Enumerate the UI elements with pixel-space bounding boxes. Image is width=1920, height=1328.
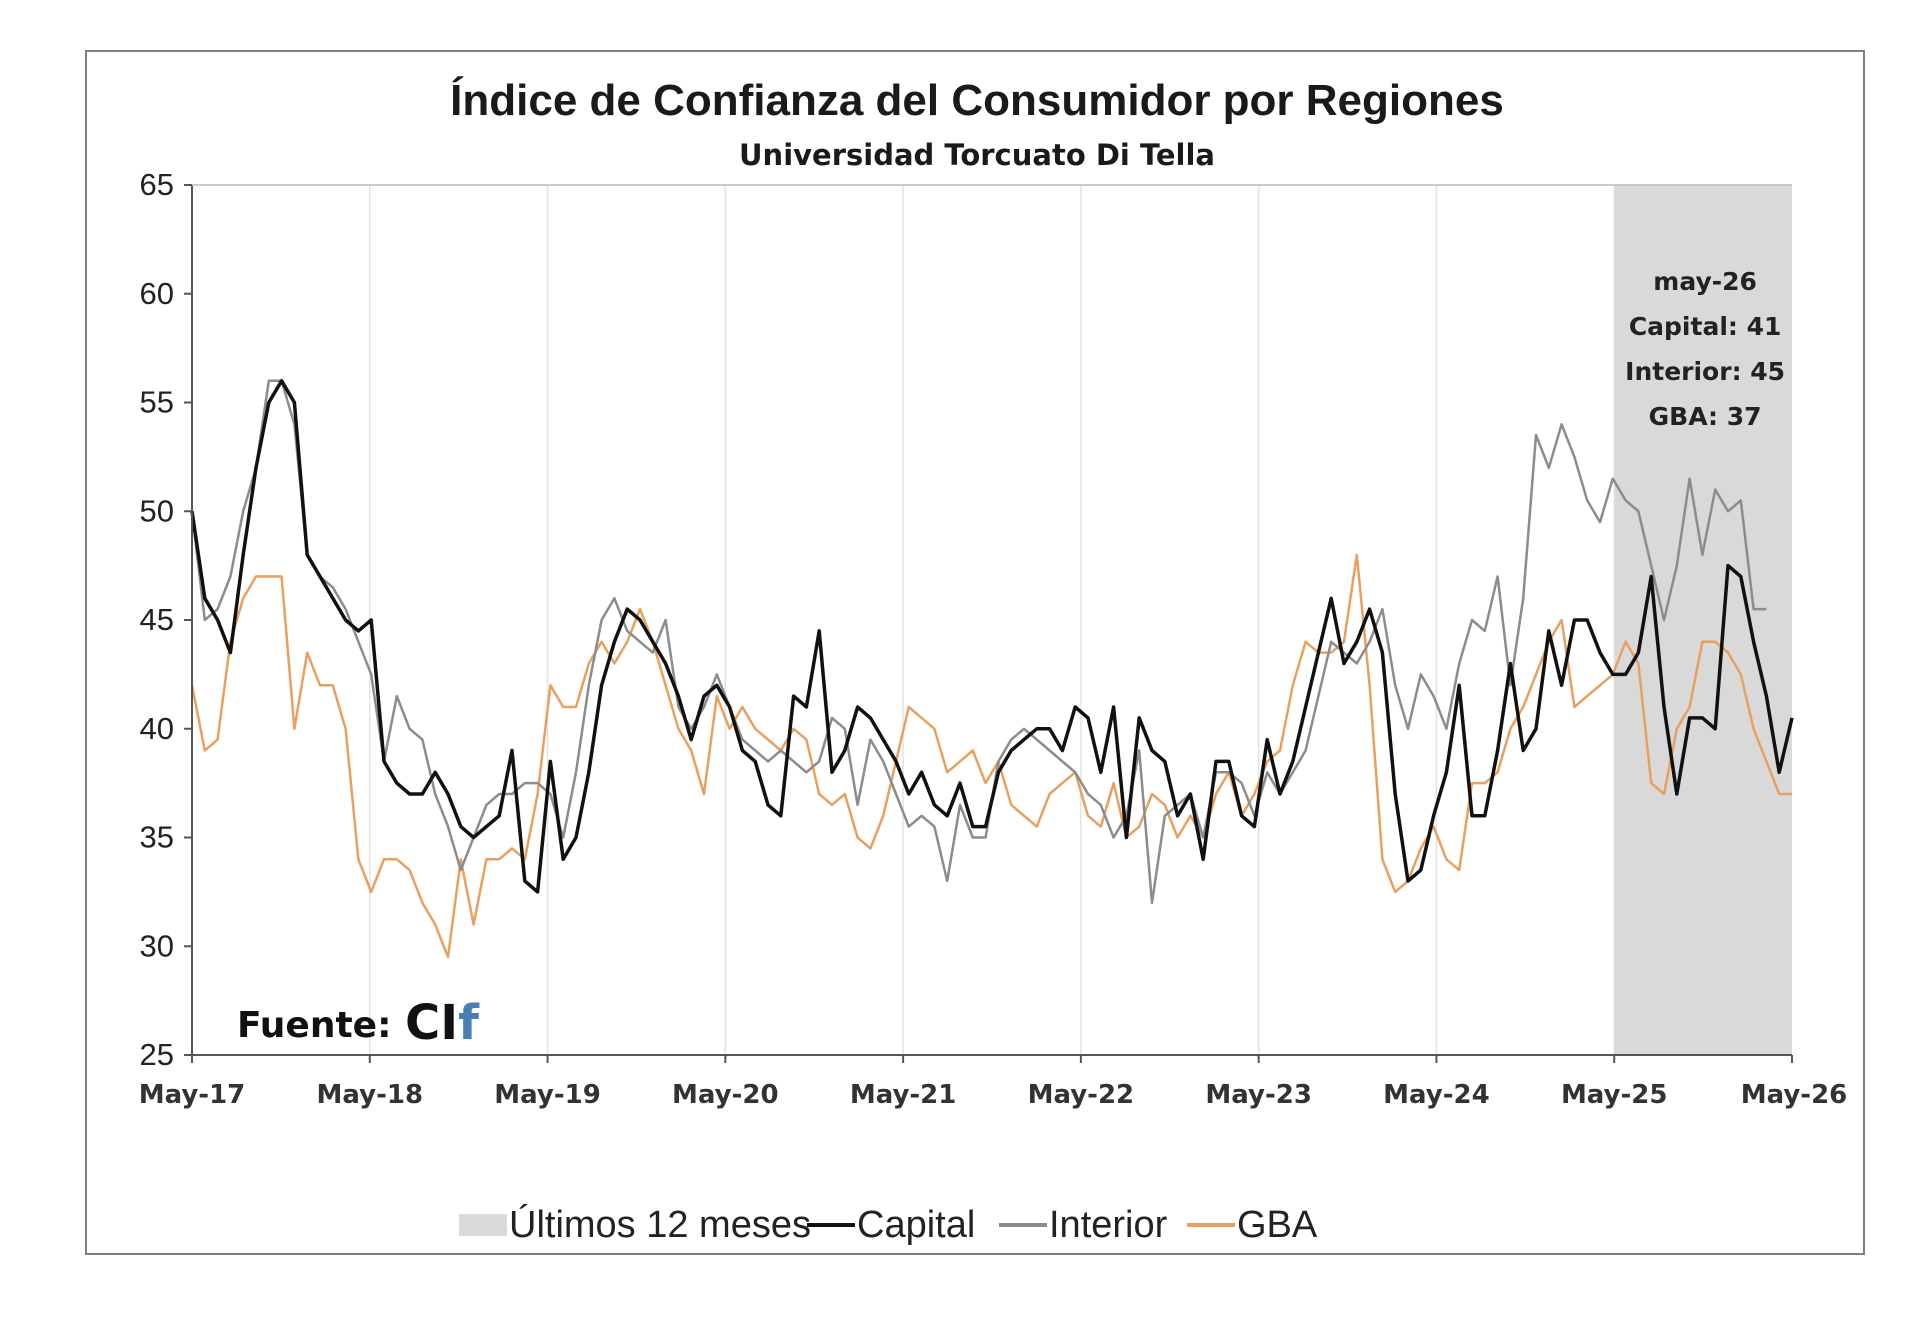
y-tick-label: 55 (140, 385, 174, 420)
series-line-capital (190, 379, 1794, 894)
y-tick-label: 45 (140, 602, 174, 637)
x-tick-label: May-26 (1741, 1080, 1848, 1110)
source-label: Fuente: CIf (237, 995, 480, 1051)
y-tick-label: 65 (140, 167, 174, 202)
y-tick-label: 40 (140, 711, 174, 746)
x-tick-label: May-19 (494, 1080, 601, 1110)
x-tick-label: May-22 (1028, 1080, 1135, 1110)
x-tick-label: May-24 (1383, 1080, 1490, 1110)
legend-swatch-shade (459, 1214, 507, 1236)
legend: Últimos 12 meses Capital Interior GBA (459, 1203, 1318, 1246)
x-tick-label: May-18 (317, 1080, 424, 1110)
x-tick-label: May-20 (672, 1080, 779, 1110)
annotation-line: may-26 (1653, 267, 1757, 296)
y-tick-label: 35 (140, 820, 174, 855)
x-tick-label: May-23 (1205, 1080, 1312, 1110)
x-tick-label: May-25 (1561, 1080, 1668, 1110)
chart-frame: Índice de Confianza del Consumidor por R… (85, 50, 1865, 1255)
annotation-line: GBA: 37 (1649, 402, 1762, 431)
legend-label-shade: Últimos 12 meses (509, 1203, 811, 1246)
series-line-interior (190, 379, 1767, 905)
series-layer (190, 379, 1794, 959)
annotation-layer: may-26 Capital: 41 Interior: 45 GBA: 37 (1625, 267, 1785, 431)
source-logo: CIf (405, 995, 480, 1051)
source-text: Fuente: (237, 1005, 392, 1046)
chart: Índice de Confianza del Consumidor por R… (139, 75, 1848, 1246)
legend-label-gba: GBA (1237, 1204, 1318, 1246)
annotation-line: Interior: 45 (1625, 357, 1785, 386)
chart-title: Índice de Confianza del Consumidor por R… (450, 75, 1504, 125)
y-tick-label: 60 (140, 276, 174, 311)
y-tick-label: 50 (140, 493, 174, 528)
y-tick-label: 25 (140, 1037, 174, 1072)
series-line-gba (190, 553, 1792, 959)
chart-subtitle: Universidad Torcuato Di Tella (739, 138, 1215, 172)
legend-label-capital: Capital (857, 1204, 975, 1246)
grid-layer (369, 185, 1615, 1055)
legend-label-interior: Interior (1049, 1204, 1168, 1246)
x-tick-label: May-21 (850, 1080, 957, 1110)
x-tick-label: May-17 (139, 1080, 246, 1110)
annotation-line: Capital: 41 (1629, 312, 1782, 341)
axis-layer: 25 30 35 40 45 50 55 60 65 May-17 May-18 May-19 May-… (139, 167, 1848, 1110)
y-tick-label: 30 (140, 928, 174, 963)
